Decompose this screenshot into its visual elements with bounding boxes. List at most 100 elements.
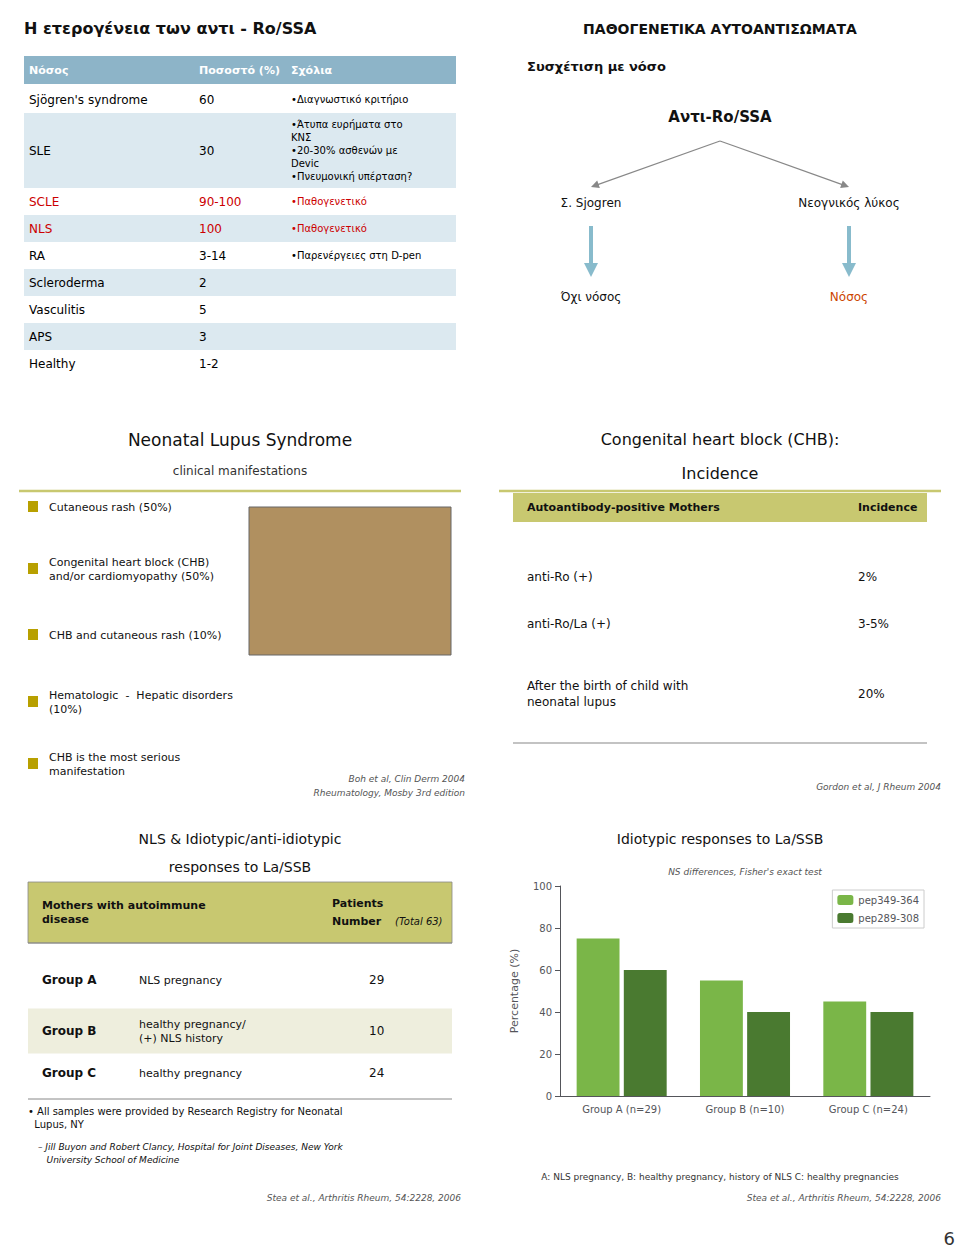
svg-text:NLS & Idiotypic/anti-idiotypic: NLS & Idiotypic/anti-idiotypic	[139, 831, 342, 847]
svg-text:•Παρενέργειες στη D-pen: •Παρενέργειες στη D-pen	[291, 250, 421, 261]
svg-text:Lupus, NY: Lupus, NY	[28, 1119, 85, 1130]
svg-text:5: 5	[199, 303, 207, 317]
svg-text:2%: 2%	[858, 570, 877, 584]
svg-text:healthy pregnancy/: healthy pregnancy/	[139, 1018, 246, 1031]
svg-text:Group C (n=24): Group C (n=24)	[829, 1104, 908, 1115]
svg-text:3: 3	[199, 330, 207, 344]
svg-text:NLS pregnancy: NLS pregnancy	[139, 974, 223, 987]
svg-text:Group A (n=29): Group A (n=29)	[582, 1104, 661, 1115]
svg-text:Incidence: Incidence	[682, 464, 759, 483]
svg-text:3-5%: 3-5%	[858, 617, 889, 631]
svg-text:Σχόλια: Σχόλια	[291, 64, 332, 77]
svg-text:Patients: Patients	[332, 897, 384, 910]
svg-text:After the birth of child with: After the birth of child with	[527, 679, 688, 693]
svg-text:Stea et al., Arthritis Rheum,: Stea et al., Arthritis Rheum, 54:2228, 2…	[267, 1193, 462, 1203]
svg-text:• All samples were provided by: • All samples were provided by Research …	[28, 1106, 343, 1117]
svg-text:Όχι νόσος: Όχι νόσος	[560, 290, 622, 304]
svg-text:•Παθογενετικό: •Παθογενετικό	[291, 223, 367, 234]
svg-text:CHB is the most serious: CHB is the most serious	[49, 751, 181, 764]
svg-text:40: 40	[539, 1007, 552, 1018]
svg-text:Νόσος: Νόσος	[29, 64, 68, 77]
svg-text:Congenital heart block (CHB): Congenital heart block (CHB)	[49, 556, 209, 569]
svg-text:Autoantibody-positive Mothers: Autoantibody-positive Mothers	[527, 501, 720, 514]
svg-text:0: 0	[546, 1091, 552, 1102]
svg-text:anti-Ro (+): anti-Ro (+)	[527, 570, 593, 584]
svg-text:2: 2	[199, 276, 207, 290]
svg-text:responses to La/SSB: responses to La/SSB	[169, 859, 311, 875]
svg-text:(10%): (10%)	[49, 703, 82, 716]
svg-text:Incidence: Incidence	[858, 501, 917, 514]
svg-text:Cutaneous rash (50%): Cutaneous rash (50%)	[49, 501, 172, 514]
svg-text:Νεογνικός λύκος: Νεογνικός λύκος	[798, 196, 899, 210]
svg-text:Stea et al., Arthritis Rheum,: Stea et al., Arthritis Rheum, 54:2228, 2…	[747, 1193, 942, 1203]
svg-text:Number: Number	[332, 915, 382, 928]
svg-text:Devic: Devic	[291, 158, 319, 169]
svg-text:Group B: Group B	[42, 1024, 96, 1038]
svg-text:neonatal lupus: neonatal lupus	[527, 695, 616, 709]
svg-text:Ποσοστό (%): Ποσοστό (%)	[199, 64, 280, 77]
svg-text:Congenital heart block (CHB):: Congenital heart block (CHB):	[601, 430, 840, 449]
svg-text:disease: disease	[42, 913, 89, 926]
svg-text:– Jill Buyon and Robert Clancy: – Jill Buyon and Robert Clancy, Hospital…	[38, 1142, 343, 1152]
svg-text:pep349-364: pep349-364	[858, 895, 919, 906]
svg-text:60: 60	[539, 965, 552, 976]
svg-text:Healthy: Healthy	[29, 357, 76, 371]
svg-text:Group B (n=10): Group B (n=10)	[706, 1104, 785, 1115]
svg-text:Boh et al, Clin Derm 2004: Boh et al, Clin Derm 2004	[349, 774, 466, 784]
svg-text:3-14: 3-14	[199, 249, 226, 263]
svg-text:clinical manifestations: clinical manifestations	[173, 464, 307, 478]
svg-text:Gordon et al, J Rheum 2004: Gordon et al, J Rheum 2004	[816, 782, 941, 792]
svg-text:healthy pregnancy: healthy pregnancy	[139, 1067, 243, 1080]
svg-text:•Διαγνωστικό κριτήριο: •Διαγνωστικό κριτήριο	[291, 94, 408, 105]
svg-text:Sjögren's syndrome: Sjögren's syndrome	[29, 93, 148, 107]
svg-text:•Παθογενετικό: •Παθογενετικό	[291, 196, 367, 207]
svg-text:Percentage (%): Percentage (%)	[508, 949, 521, 1033]
svg-text:29: 29	[369, 973, 384, 987]
svg-text:Idiotypic responses to La/SSB: Idiotypic responses to La/SSB	[617, 831, 823, 847]
svg-text:100: 100	[199, 222, 222, 236]
svg-text:NLS: NLS	[29, 222, 52, 236]
svg-text:(Total 63): (Total 63)	[395, 916, 443, 927]
svg-text:Σ. Sjogren: Σ. Sjogren	[561, 196, 622, 210]
svg-text:ΚΝΣ: ΚΝΣ	[291, 132, 311, 143]
svg-text:60: 60	[199, 93, 214, 107]
svg-text:Hematologic - Hepatic disord: Hematologic - Hepatic disorders	[49, 689, 233, 702]
svg-text:100: 100	[533, 881, 552, 892]
svg-text:Scleroderma: Scleroderma	[29, 276, 105, 290]
svg-text:Group C: Group C	[42, 1066, 96, 1080]
svg-text:APS: APS	[29, 330, 52, 344]
svg-text:pep289-308: pep289-308	[858, 913, 919, 924]
svg-text:Η ετερογένεια των αντι - Ro/SS: Η ετερογένεια των αντι - Ro/SSA	[24, 19, 317, 38]
svg-text:RA: RA	[29, 249, 46, 263]
svg-text:manifestation: manifestation	[49, 765, 125, 778]
svg-text:Group A: Group A	[42, 973, 97, 987]
svg-text:1-2: 1-2	[199, 357, 219, 371]
svg-text:80: 80	[539, 923, 552, 934]
svg-text:•Άτυπα ευρήματα στο: •Άτυπα ευρήματα στο	[291, 119, 403, 130]
svg-text:University School of Medicine: University School of Medicine	[38, 1155, 180, 1165]
svg-text:Neonatal Lupus Syndrome: Neonatal Lupus Syndrome	[128, 430, 352, 450]
svg-text:•20-30% ασθενών με: •20-30% ασθενών με	[291, 145, 398, 156]
svg-text:10: 10	[369, 1024, 384, 1038]
svg-text:•Πνευμονική υπέρταση?: •Πνευμονική υπέρταση?	[291, 171, 412, 182]
svg-text:20: 20	[539, 1049, 552, 1060]
svg-text:Νόσος: Νόσος	[830, 290, 868, 304]
svg-text:(+) NLS history: (+) NLS history	[139, 1032, 223, 1045]
svg-text:SLE: SLE	[29, 144, 51, 158]
svg-text:6: 6	[944, 1228, 955, 1249]
svg-text:Mothers with autoimmune: Mothers with autoimmune	[42, 899, 206, 912]
svg-text:90-100: 90-100	[199, 195, 242, 209]
svg-text:24: 24	[369, 1066, 384, 1080]
svg-text:SCLE: SCLE	[29, 195, 59, 209]
svg-text:and/or cardiomyopathy (50%): and/or cardiomyopathy (50%)	[49, 570, 214, 583]
svg-text:Συσχέτιση με νόσο: Συσχέτιση με νόσο	[527, 59, 666, 74]
svg-text:Rheumatology, Mosby 3rd editio: Rheumatology, Mosby 3rd edition	[314, 788, 466, 798]
svg-text:Vasculitis: Vasculitis	[29, 303, 85, 317]
svg-text:ΠΑΘΟΓΕΝΕΤΙΚΑ ΑΥΤΟΑΝΤΙΣΩΜΑΤΑ: ΠΑΘΟΓΕΝΕΤΙΚΑ ΑΥΤΟΑΝΤΙΣΩΜΑΤΑ	[583, 21, 857, 37]
svg-text:anti-Ro/La (+): anti-Ro/La (+)	[527, 617, 611, 631]
svg-text:NS differences, Fisher's exact: NS differences, Fisher's exact test	[668, 867, 822, 877]
svg-text:30: 30	[199, 144, 214, 158]
svg-text:A: NLS pregnancy, B: healthy p: A: NLS pregnancy, B: healthy pregnancy, …	[541, 1172, 899, 1182]
svg-text:CHB and cutaneous rash (10%): CHB and cutaneous rash (10%)	[49, 629, 221, 642]
svg-text:Αντι-Ro/SSA: Αντι-Ro/SSA	[668, 108, 772, 126]
